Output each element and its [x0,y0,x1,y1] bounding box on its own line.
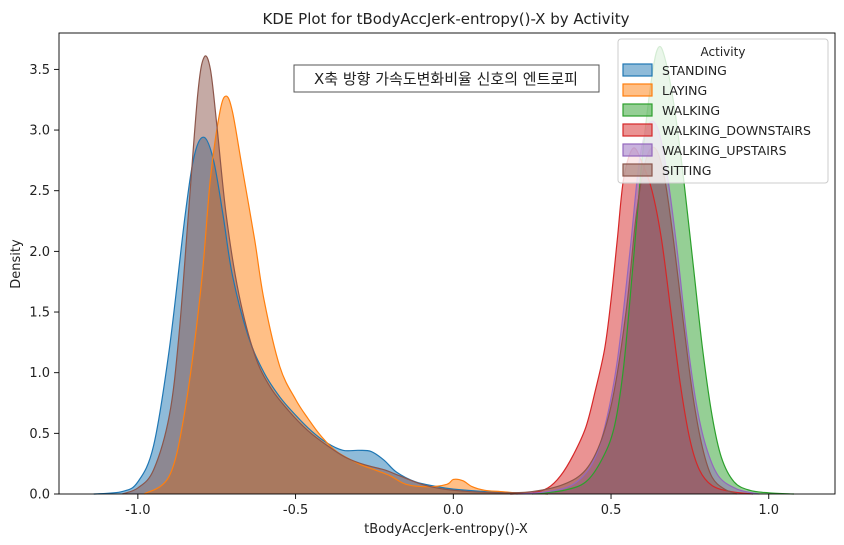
x-tick-label: 0.5 [601,503,622,518]
y-axis-label: Density [9,239,24,289]
y-tick-label: 3.0 [29,124,50,139]
y-tick-label: 2.0 [29,245,50,260]
x-tick-label: 0.0 [443,503,464,518]
y-tick-label: 2.5 [29,184,50,199]
x-axis-ticks: -1.0 -0.5 0.0 0.5 1.0 [125,494,779,518]
legend-swatch [622,163,653,177]
y-tick-label: 0.5 [29,427,50,442]
legend-swatch [622,63,653,77]
legend-swatch [622,83,653,97]
legend-label: LAYING [662,83,707,98]
legend-label: WALKING_DOWNSTAIRS [662,123,811,138]
x-tick-label: -1.0 [125,503,150,518]
area-sitting [122,55,738,495]
annotation-box: X축 방향 가속도변화비율 신호의 엔트로피 [293,64,600,93]
legend-label: STANDING [662,63,727,78]
y-tick-label: 3.5 [29,63,50,78]
plot-frame [58,32,836,495]
x-tick-label: -0.5 [283,503,308,518]
annotation-frame [293,64,600,93]
chart-title: KDE Plot for tBodyAccJerk-entropy()-X by… [263,10,630,28]
density-areas [93,46,794,495]
x-tick-label: 1.0 [758,503,779,518]
line-standing [93,136,548,495]
legend-swatch [622,123,653,137]
legend-label: WALKING_UPSTAIRS [662,143,787,158]
legend-title: Activity [701,45,746,59]
x-axis-label: tBodyAccJerk-entropy()-X [364,522,528,537]
legend-label: SITTING [662,163,711,178]
legend: Activity STANDING LAYING WALKING WALKING_DO… [617,38,829,184]
y-tick-label: 1.5 [29,306,50,321]
legend-items: STANDING LAYING WALKING WALKING_DOWNSTAIRS W… [622,63,811,178]
legend-swatch [622,103,653,117]
legend-label: WALKING [662,103,720,118]
line-laying [143,95,548,495]
legend-frame [617,38,829,184]
y-tick-label: 1.0 [29,366,50,381]
legend-swatch [622,143,653,157]
annotation-text: X축 방향 가속도변화비율 신호의 엔트로피 [314,70,578,88]
y-tick-label: 0.0 [29,488,50,503]
y-axis-ticks: 0.0 0.5 1.0 1.5 2.0 2.5 3.0 3.5 [29,63,59,503]
